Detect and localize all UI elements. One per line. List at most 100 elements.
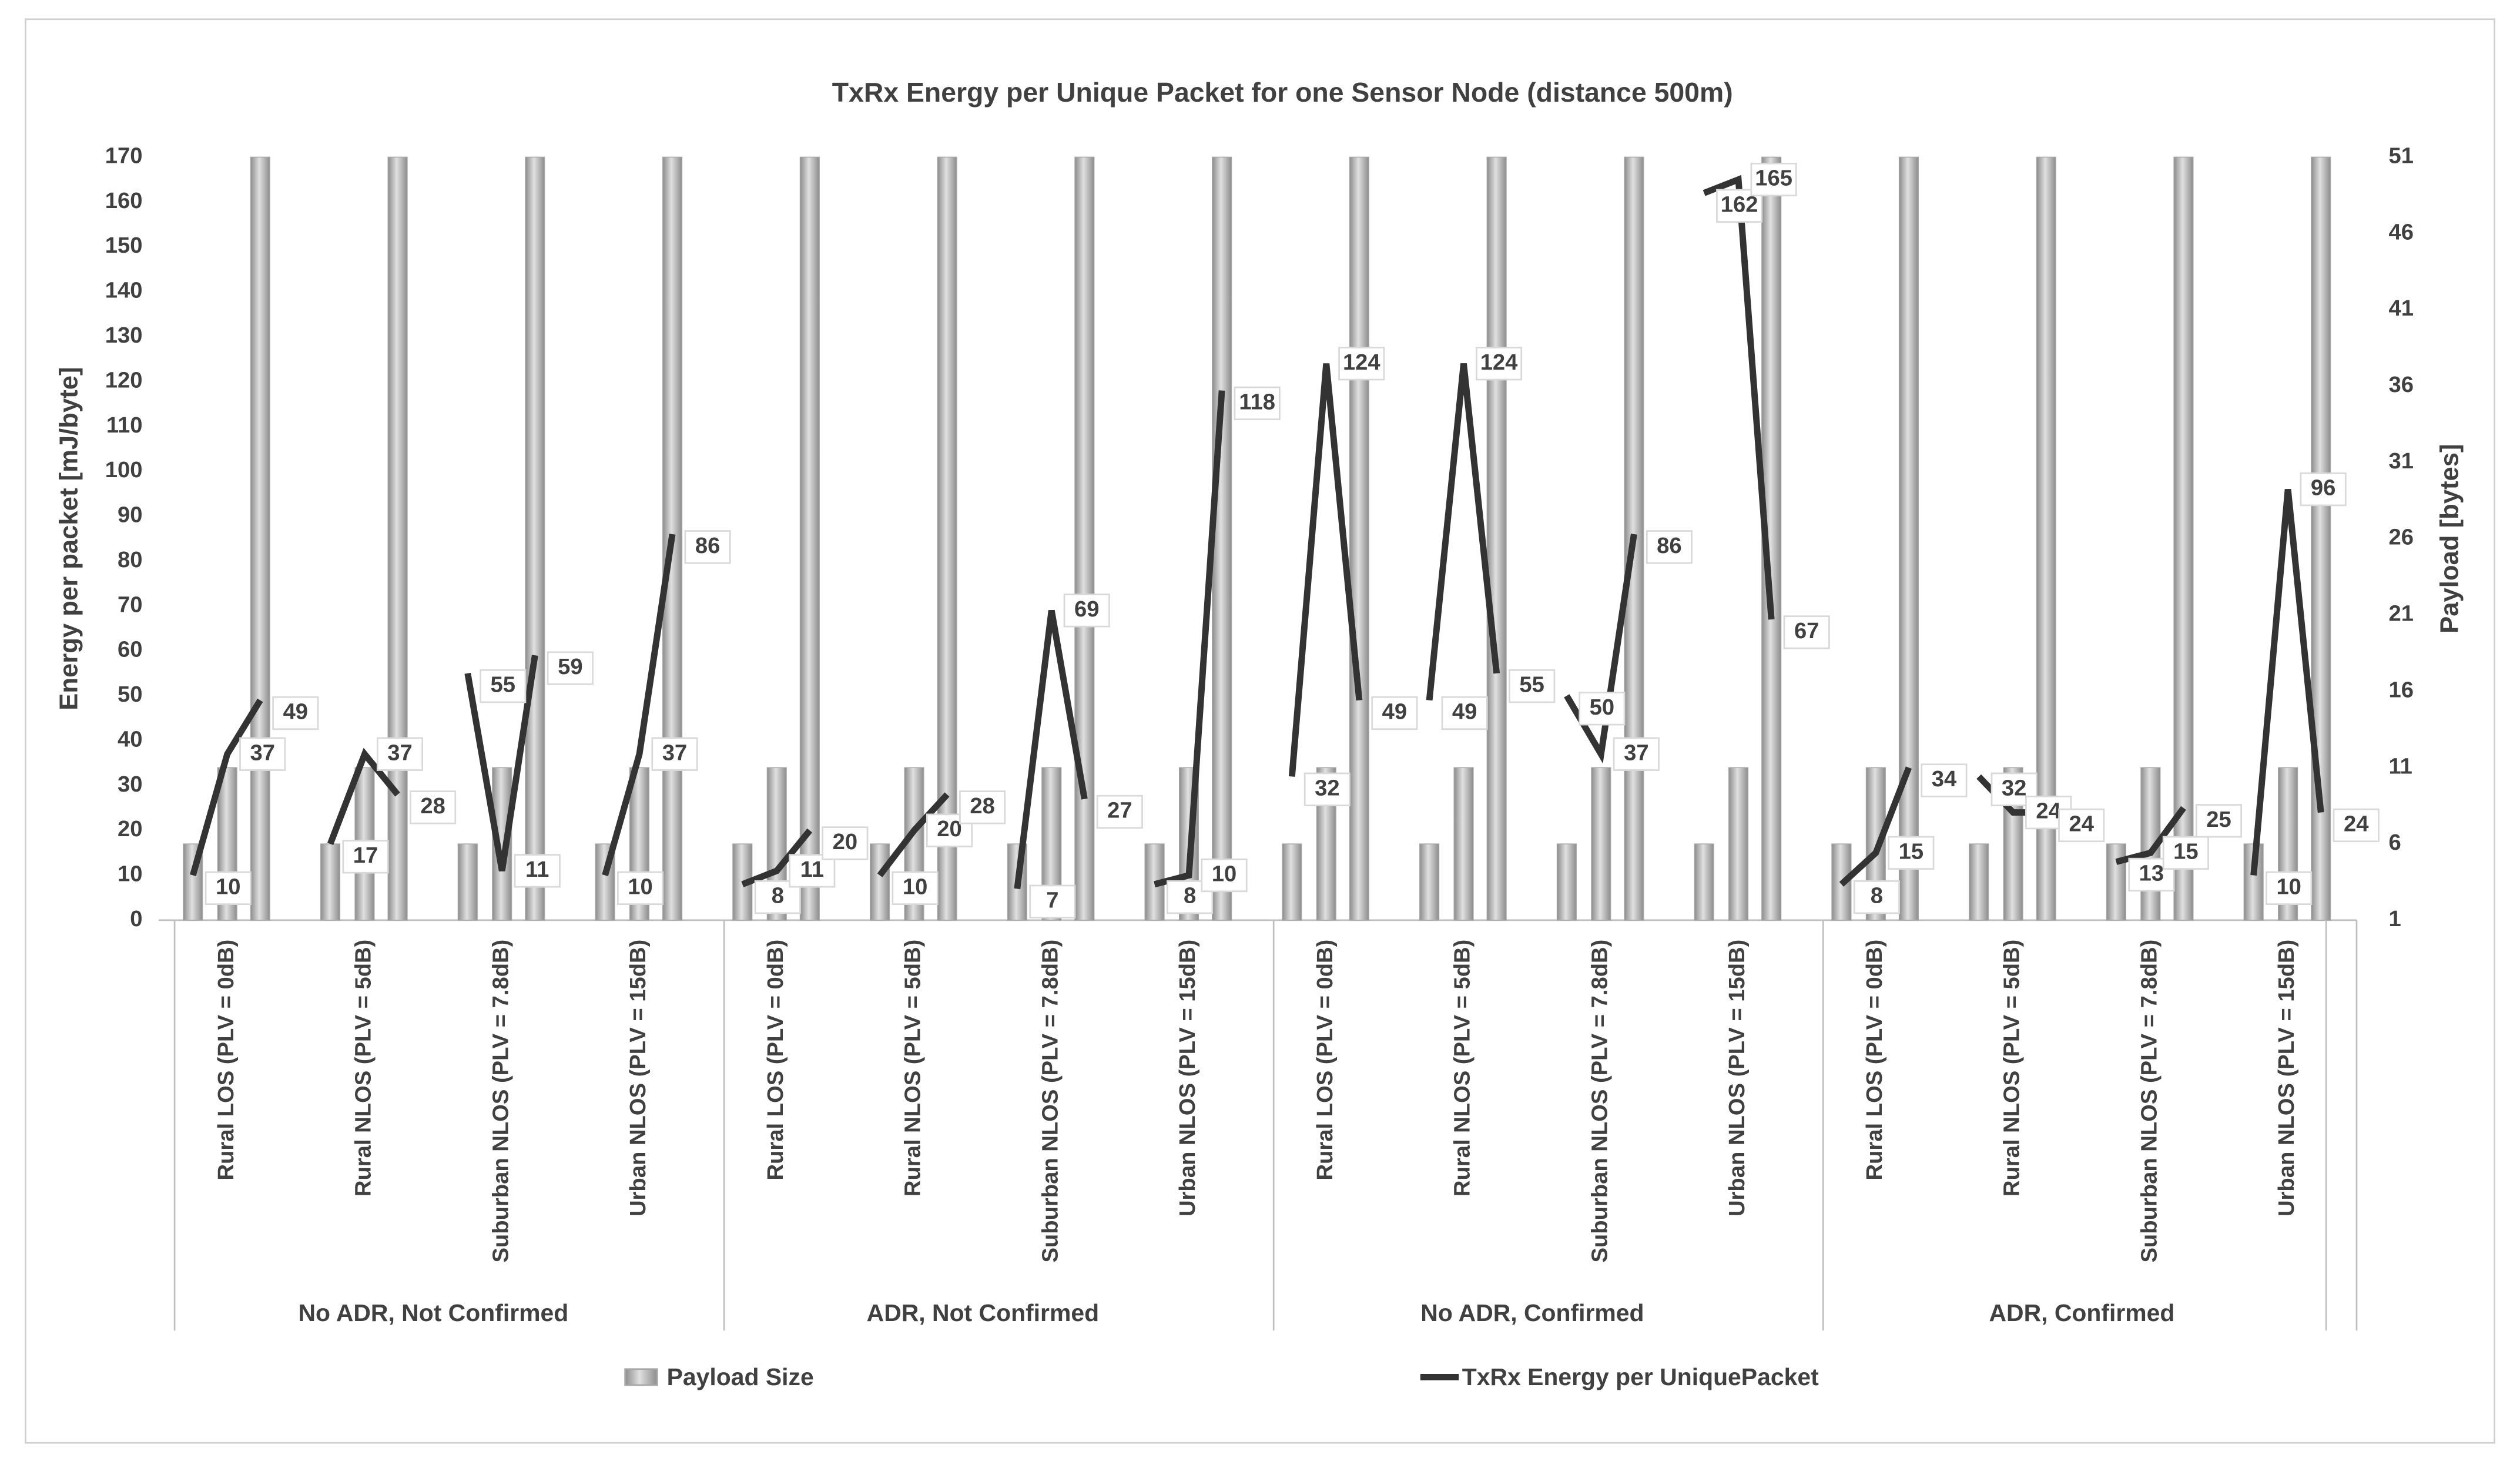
line-segment (190, 698, 263, 877)
data-label-box (2058, 808, 2105, 843)
group-label: No ADR, Not Confirmed (298, 1299, 568, 1326)
bar (1591, 767, 1611, 921)
data-label-box (1783, 615, 1830, 649)
data-label: 20 (833, 829, 857, 854)
data-label-box (1201, 858, 1248, 893)
bar (1282, 843, 1302, 921)
data-label-box (1441, 696, 1488, 730)
line-segment (1426, 363, 1500, 701)
data-label: 96 (2311, 475, 2335, 501)
data-label-box (651, 737, 698, 771)
bar (525, 156, 545, 921)
x-tick-label: Rural NLOS (PLV = 5dB) (351, 940, 376, 1196)
y2-tick-label: 36 (2389, 372, 2414, 397)
data-label-box (1921, 763, 1968, 797)
x-tick-label: Suburban NLOS (PLV = 7.8dB) (488, 940, 513, 1263)
data-label-box (617, 871, 664, 905)
y-tick-label: 60 (118, 637, 142, 662)
data-label: 10 (1212, 861, 1236, 887)
y-tick-label: 150 (105, 233, 143, 258)
group-label: No ADR, Confirmed (1420, 1299, 1644, 1326)
chart-title: TxRx Energy per Unique Packet for one Se… (832, 77, 1733, 108)
y-tick-label: 0 (130, 906, 142, 931)
data-label: 10 (2276, 874, 2301, 899)
x-tick-label: Rural NLOS (PLV = 5dB) (1450, 940, 1475, 1196)
data-label-box (684, 530, 731, 564)
data-label-box (2300, 472, 2347, 507)
data-label: 37 (250, 740, 274, 765)
y-tick-label: 30 (118, 772, 142, 797)
data-label-box (376, 737, 424, 771)
bar (1694, 843, 1714, 921)
y-tick-label: 50 (118, 682, 142, 707)
bar (2173, 156, 2194, 921)
data-label-box (1509, 669, 1556, 703)
data-label: 15 (2173, 839, 2198, 864)
chart-border (25, 18, 2495, 1444)
data-label: 27 (1107, 798, 1132, 823)
data-label-box (1613, 737, 1660, 771)
x-tick-label: Rural NLOS (PLV = 5dB) (1999, 940, 2025, 1196)
data-label: 55 (491, 672, 515, 698)
data-label: 124 (1343, 350, 1380, 375)
line-segment (2250, 489, 2324, 876)
y2-tick-label: 41 (2389, 296, 2414, 321)
x-tick-label: Urban NLOS (PLV = 15dB) (1724, 940, 1750, 1216)
x-tick-label: Rural LOS (PLV = 0dB) (1862, 940, 1887, 1181)
line-segment (741, 828, 813, 887)
data-label: 124 (1480, 350, 1518, 375)
bar (1349, 156, 1369, 921)
y-tick-label: 140 (105, 278, 143, 303)
x-tick-label: Urban NLOS (PLV = 15dB) (1175, 940, 1200, 1216)
data-label: 10 (216, 874, 240, 899)
data-label: 25 (2206, 807, 2231, 832)
data-label: 17 (353, 843, 378, 868)
data-label-box (1063, 594, 1110, 628)
x-tick-label: Rural NLOS (PLV = 5dB) (900, 940, 926, 1196)
y2-tick-label: 31 (2389, 448, 2414, 474)
y-tick-label: 120 (105, 367, 143, 393)
line-segment (1703, 175, 1775, 620)
y-tick-label: 10 (118, 861, 142, 887)
bar (1969, 843, 1989, 921)
data-label: 49 (1452, 699, 1477, 725)
data-label-box (272, 696, 319, 730)
data-label: 69 (1074, 596, 1099, 622)
line-segment (877, 792, 950, 877)
data-label: 37 (662, 740, 687, 765)
data-label: 28 (420, 793, 445, 819)
bar (250, 156, 270, 921)
line-segment (327, 747, 400, 846)
bar (320, 843, 341, 921)
data-label-box (1888, 836, 1935, 870)
data-label: 24 (2036, 799, 2061, 824)
x-tick-label: Rural LOS (PLV = 0dB) (763, 940, 788, 1181)
bar (2106, 843, 2126, 921)
data-label-box (1303, 772, 1351, 806)
y-tick-label: 160 (105, 188, 143, 213)
data-label: 8 (772, 883, 784, 908)
data-label-box (2195, 804, 2243, 838)
data-label-box (1096, 794, 1143, 829)
legend-label: Payload Size (667, 1363, 814, 1390)
y-tick-label: 20 (118, 816, 142, 842)
bar (1453, 767, 1474, 921)
data-label-box (1476, 347, 1523, 381)
y2-tick-label: 6 (2389, 830, 2401, 855)
y2-tick-label: 11 (2389, 753, 2412, 779)
data-label-box (1029, 884, 1076, 918)
data-label: 32 (1315, 775, 1339, 800)
y-axis-title: Energy per packet [mJ/byte] (54, 367, 83, 710)
legend-label: TxRx Energy per UniquePacket (1462, 1363, 1819, 1390)
bar (457, 843, 478, 921)
data-label-box (239, 737, 286, 771)
data-label: 37 (387, 740, 412, 765)
bar (1728, 767, 1749, 921)
line-segment (602, 534, 676, 877)
data-label-box (1579, 692, 1626, 726)
data-label-box (410, 790, 457, 824)
group-label: ADR, Confirmed (1989, 1299, 2175, 1326)
data-label-box (822, 826, 869, 860)
